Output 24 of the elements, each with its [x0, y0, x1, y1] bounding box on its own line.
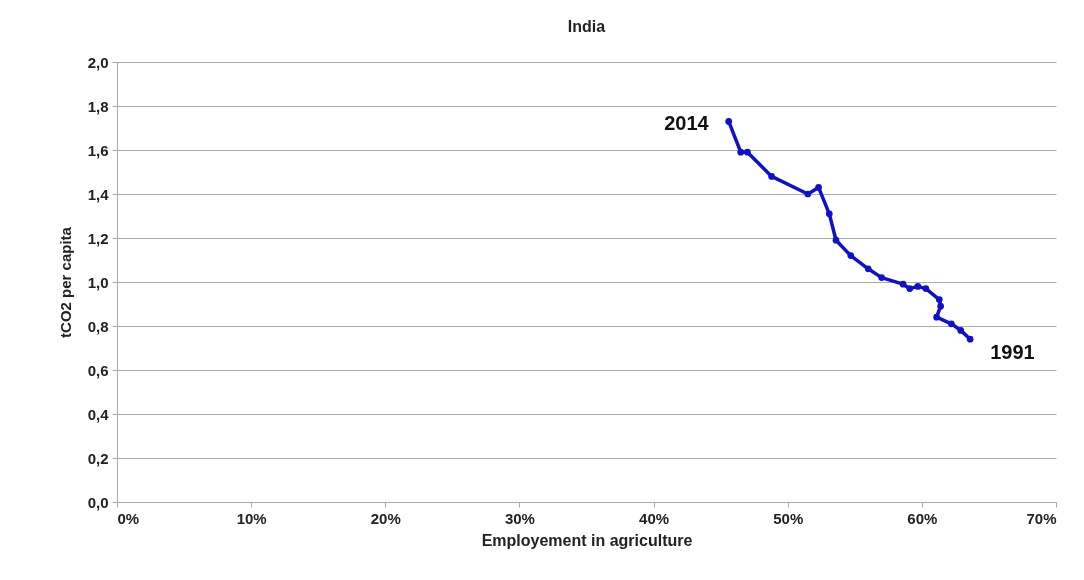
x-tick-label: 40% — [639, 509, 670, 527]
x-tick-label: 0% — [117, 509, 140, 527]
y-tick-label: 1,2 — [87, 229, 109, 247]
x-tick-label: 60% — [907, 509, 938, 527]
y-tick-label: 0,6 — [87, 361, 109, 379]
y-axis-title: tCO2 per capita — [56, 226, 74, 338]
y-tick-label: 1,4 — [87, 185, 110, 203]
y-tick-label: 0,8 — [87, 317, 109, 335]
x-tick-label: 10% — [236, 509, 267, 527]
x-tick-label: 70% — [1026, 509, 1057, 527]
y-tick-label: 1,8 — [87, 97, 109, 115]
x-axis-title: Employement in agriculture — [481, 531, 693, 549]
y-tick-label: 0,4 — [87, 405, 110, 423]
y-tick-label: 1,0 — [87, 273, 109, 291]
y-tick-label: 1,6 — [87, 141, 109, 159]
chart-title: India — [567, 18, 606, 35]
y-tick-label: 0,2 — [87, 449, 109, 467]
x-tick-label: 20% — [370, 509, 401, 527]
y-tick-label: 2,0 — [87, 53, 109, 71]
y-tick-label: 0,0 — [87, 493, 109, 511]
x-tick-label: 50% — [773, 509, 804, 527]
annotation: 1991 — [990, 341, 1035, 364]
x-tick-label: 30% — [504, 509, 535, 527]
annotation: 2014 — [664, 112, 710, 135]
